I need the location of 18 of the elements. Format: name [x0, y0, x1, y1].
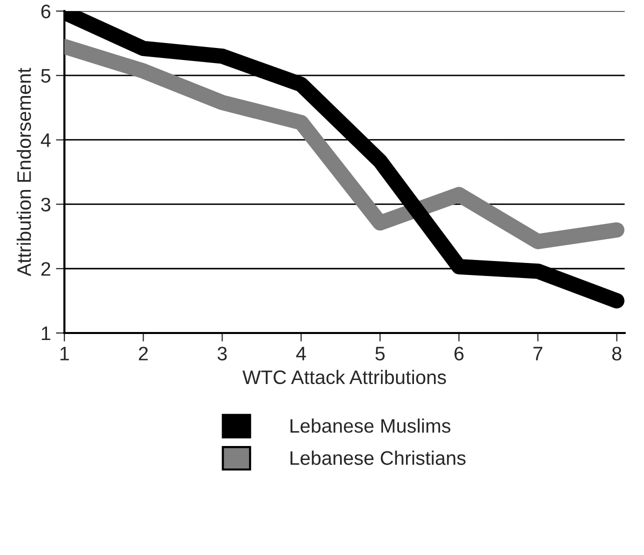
- legend-label: Lebanese Muslims: [290, 418, 450, 433]
- y-axis-title: Attribution Endorsement: [16, 68, 31, 276]
- legend-label: Lebanese Christians: [290, 450, 466, 465]
- y-tick-label: 2: [41, 262, 50, 276]
- x-tick-label: 3: [218, 346, 227, 360]
- x-tick-label: 1: [60, 346, 69, 360]
- y-tick-label: 3: [41, 198, 50, 212]
- x-tick-label: 5: [375, 346, 385, 360]
- x-tick-label: 8: [612, 346, 622, 360]
- y-tick-label: 4: [40, 134, 51, 147]
- x-tick-label: 6: [454, 346, 464, 360]
- x-tick-label: 2: [138, 346, 148, 360]
- y-tick-label: 1: [42, 326, 50, 340]
- x-axis-title: WTC Attack Attributions: [242, 370, 446, 384]
- x-tick-label: 4: [296, 346, 306, 360]
- x-tick-label: 7: [533, 346, 542, 360]
- y-tick-label: 5: [41, 69, 50, 83]
- y-tick-label: 6: [41, 4, 50, 18]
